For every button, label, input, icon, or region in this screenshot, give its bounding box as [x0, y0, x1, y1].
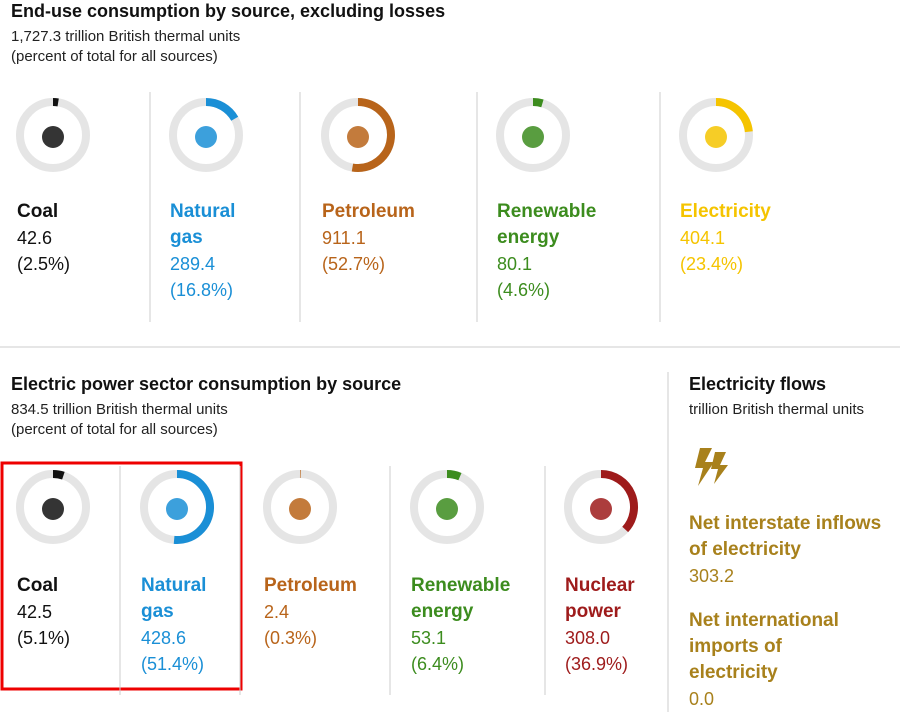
- icon: [42, 498, 64, 520]
- source-label: Renewable energy: [497, 201, 597, 248]
- source-value: 289.4: [170, 254, 216, 274]
- source-value: 2.4: [264, 602, 290, 622]
- source-percent: (23.4%): [680, 254, 744, 274]
- icon: [195, 126, 217, 148]
- section-title: End-use consumption by source, excluding…: [11, 1, 446, 21]
- gauge-arc: [532, 98, 544, 108]
- gauge-arc: [715, 98, 753, 133]
- source-percent: (36.9%): [565, 654, 629, 674]
- source-label: Petroleum: [322, 201, 415, 222]
- icon: [289, 498, 311, 520]
- icon: [590, 498, 612, 520]
- source-percent: (52.7%): [322, 254, 386, 274]
- source-percent: (6.4%): [411, 654, 465, 674]
- source-label: Coal: [17, 201, 59, 222]
- source-value: 911.1: [322, 228, 366, 248]
- source-value: 42.6: [17, 228, 53, 248]
- section-note: (percent of total for all sources): [11, 421, 218, 438]
- icon: [436, 498, 458, 520]
- source-percent: (51.4%): [141, 654, 205, 674]
- source-label: Nuclear power: [565, 575, 635, 622]
- source-label: Coal: [17, 575, 59, 596]
- gauge-arc: [52, 470, 65, 480]
- flow-value: 303.2: [689, 566, 735, 586]
- flows-subtitle: trillion British thermal units: [689, 401, 865, 418]
- gauge-arc: [600, 470, 638, 533]
- icon: [347, 126, 369, 148]
- icon: [166, 498, 188, 520]
- source-label: Petroleum: [264, 575, 357, 596]
- source-value: 53.1: [411, 628, 447, 648]
- source-value: 42.5: [17, 602, 53, 622]
- section-subtitle: 1,727.3 trillion British thermal units: [11, 28, 241, 45]
- source-percent: (16.8%): [170, 280, 234, 300]
- icon: [42, 126, 64, 148]
- section-subtitle: 834.5 trillion British thermal units: [11, 401, 228, 418]
- flows-title: Electricity flows: [689, 374, 827, 394]
- source-percent: (4.6%): [497, 280, 551, 300]
- source-label: Natural gas: [170, 201, 236, 248]
- flow-icon: [695, 448, 728, 486]
- source-value: 308.0: [565, 628, 611, 648]
- section-title: Electric power sector consumption by sou…: [11, 374, 402, 394]
- gauge-arc: [205, 98, 239, 121]
- source-percent: (2.5%): [17, 254, 71, 274]
- source-label: Renewable energy: [411, 575, 511, 622]
- gauge-arc: [446, 469, 462, 481]
- flow-label: Net international imports of electricity: [689, 610, 839, 683]
- source-value: 404.1: [680, 228, 726, 248]
- source-percent: (0.3%): [264, 628, 318, 648]
- gauge-arc: [351, 98, 395, 172]
- section-note: (percent of total for all sources): [11, 48, 218, 65]
- source-percent: (5.1%): [17, 628, 71, 648]
- source-value: 428.6: [141, 628, 187, 648]
- flow-value: 0.0: [689, 689, 715, 709]
- source-value: 80.1: [497, 254, 533, 274]
- icon: [522, 126, 544, 148]
- source-label: Natural gas: [141, 575, 207, 622]
- flow-label: Net interstate inflows of electricity: [689, 513, 882, 560]
- gauge-arc: [173, 470, 215, 544]
- icon: [705, 126, 727, 148]
- source-label: Electricity: [680, 201, 771, 222]
- highlight-box: [0, 461, 243, 691]
